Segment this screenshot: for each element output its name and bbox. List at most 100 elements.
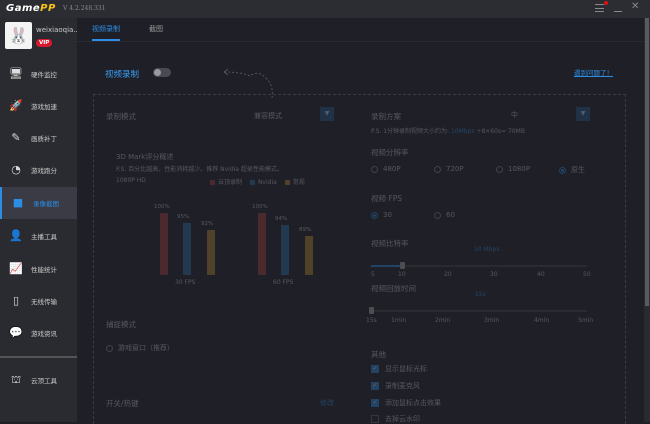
resolution-720p[interactable]: 720P bbox=[434, 165, 464, 173]
sidebar-item-streamer[interactable]: 👤 主播工具 bbox=[0, 220, 77, 252]
sidebar-item-stats[interactable]: 📈 性能统计 bbox=[0, 253, 77, 285]
option-record-mic[interactable]: ✓ 录制麦克风 bbox=[371, 381, 420, 391]
sidebar-item-label: 画质补丁 bbox=[31, 135, 57, 143]
help-link[interactable]: 遇到问题了！ bbox=[574, 69, 613, 77]
resolution-480p[interactable]: 480P bbox=[371, 165, 401, 173]
sidebar-item-label: 主播工具 bbox=[31, 233, 57, 241]
option-click-effect[interactable]: ✓ 添加鼠标点击效果 bbox=[371, 398, 441, 408]
news-icon: 💬 bbox=[9, 326, 23, 339]
option-label: 30 bbox=[383, 211, 392, 219]
capture-option[interactable]: 游戏窗口（推荐） bbox=[106, 343, 174, 353]
bitrate-slider[interactable] bbox=[371, 262, 587, 269]
sidebar-item-label: 云顶工具 bbox=[31, 377, 57, 385]
title-bar: GamePP V 4.2.248.331 ✕ bbox=[0, 0, 650, 18]
replay-value: 15s bbox=[475, 291, 486, 298]
radio-icon bbox=[434, 211, 441, 219]
chart-legend: 云顶录制 Nvidia 常规 bbox=[204, 177, 305, 186]
sidebar-item-hardware[interactable]: 🖥 硬件监控 bbox=[0, 58, 77, 90]
sidebar-item-patch[interactable]: ✎ 画质补丁 bbox=[0, 122, 77, 154]
record-mode-label: 录制模式 bbox=[106, 112, 136, 121]
replay-slider[interactable] bbox=[369, 307, 587, 314]
radio-selected-icon bbox=[371, 211, 378, 219]
chart-bar bbox=[281, 225, 289, 275]
quality-select[interactable]: 中 bbox=[511, 111, 518, 119]
resolution-native[interactable]: 原生 bbox=[559, 165, 585, 175]
legend-label: Nvidia bbox=[257, 179, 277, 186]
chevron-down-icon[interactable]: ▼ bbox=[320, 107, 334, 121]
option-remove-watermark[interactable]: 去掉云水印 bbox=[371, 414, 420, 424]
chart-clipboard-icon: 📈 bbox=[9, 262, 23, 275]
bar-value-label: 95% bbox=[177, 214, 190, 221]
minimize-icon[interactable] bbox=[614, 11, 622, 12]
sidebar-item-news[interactable]: 💬 游戏资讯 bbox=[0, 317, 77, 349]
sidebar-divider bbox=[0, 356, 77, 358]
slider-tick-label: 2min bbox=[435, 317, 451, 324]
option-label: 720P bbox=[446, 165, 464, 173]
sidebar-item-benchmark[interactable]: ◔ 游戏跑分 bbox=[0, 154, 77, 186]
slider-handle[interactable] bbox=[400, 262, 405, 269]
chart-bar bbox=[258, 213, 266, 275]
sidebar-item-recording[interactable]: ■ 录像截图 bbox=[0, 187, 77, 219]
option-show-cursor[interactable]: ✓ 显示鼠标光标 bbox=[371, 364, 427, 374]
option-label: 显示鼠标光标 bbox=[385, 365, 427, 373]
recording-toggle[interactable] bbox=[153, 68, 171, 77]
sidebar-item-cloud-tools[interactable]: ⛫ 云顶工具 bbox=[0, 364, 77, 396]
scrollbar-thumb[interactable] bbox=[645, 18, 649, 306]
hint-arrow-icon bbox=[223, 68, 273, 98]
quality-label: 录制方案 bbox=[371, 112, 401, 121]
tab-screenshot[interactable]: 截图 bbox=[149, 25, 163, 33]
avatar[interactable]: 🐰 bbox=[5, 22, 32, 49]
bar-value-label: 89% bbox=[299, 226, 312, 233]
fps-30[interactable]: 30 bbox=[371, 211, 392, 219]
paint-icon: ✎ bbox=[11, 131, 21, 144]
scrollbar[interactable] bbox=[644, 18, 650, 422]
fps-label: 视频 FPS bbox=[371, 194, 402, 203]
radio-icon bbox=[496, 165, 503, 173]
bar-value-label: 100% bbox=[252, 204, 268, 210]
checkbox-checked-icon[interactable]: ✓ bbox=[371, 365, 379, 373]
option-label: 录制麦克风 bbox=[385, 382, 420, 390]
record-mode-select[interactable]: 兼容模式 bbox=[254, 112, 282, 120]
chart-bar bbox=[160, 213, 168, 275]
legend-swatch bbox=[210, 180, 215, 185]
resolution-1080p[interactable]: 1080P bbox=[496, 165, 530, 173]
slider-tick-label: 3min bbox=[484, 317, 500, 324]
app-version: V 4.2.248.331 bbox=[63, 5, 106, 12]
slider-tick-label: 10 bbox=[398, 271, 406, 278]
fps-60[interactable]: 60 bbox=[434, 211, 455, 219]
slider-handle[interactable] bbox=[369, 307, 374, 314]
replay-label: 视频回放时间 bbox=[371, 284, 416, 293]
radio-icon bbox=[434, 165, 441, 173]
hotkey-edit-link[interactable]: 修改 bbox=[320, 399, 334, 407]
slider-tick-label: 40 bbox=[537, 271, 545, 278]
checkbox-checked-icon[interactable]: ✓ bbox=[371, 399, 379, 407]
settings-panel: 录制模式 兼容模式 ▼ 3D Mark评分概述 P.S. 百分比越高，性能消耗越… bbox=[93, 94, 626, 424]
benchmark-resolution: 1080P HD bbox=[116, 177, 146, 184]
legend-label: 云顶录制 bbox=[218, 179, 243, 186]
app-logo: GamePP bbox=[6, 3, 56, 14]
sidebar-item-wireless[interactable]: ▯ 无线传输 bbox=[0, 285, 77, 317]
tab-bar: 视频录制 截图 bbox=[77, 18, 643, 42]
tab-video-recording[interactable]: 视频录制 bbox=[92, 24, 120, 41]
sidebar-item-boost[interactable]: 🚀 游戏加速 bbox=[0, 90, 77, 122]
sidebar-item-label: 游戏资讯 bbox=[31, 330, 57, 338]
chevron-down-icon[interactable]: ▼ bbox=[576, 107, 590, 121]
sidebar-item-label: 游戏加速 bbox=[31, 103, 57, 111]
recording-label: 视频录制 bbox=[105, 70, 140, 80]
note-bitrate: 10Mbps bbox=[450, 128, 475, 135]
radio-icon bbox=[106, 344, 113, 352]
bitrate-value: 10 Mbps bbox=[474, 246, 500, 253]
option-label: 添加鼠标点击效果 bbox=[385, 399, 441, 407]
slider-tick-label: 20 bbox=[444, 271, 452, 278]
username: weixiaoqia.. bbox=[36, 26, 78, 34]
chart-bar bbox=[207, 229, 215, 275]
speedometer-icon: ◔ bbox=[11, 163, 21, 176]
capture-option-label: 游戏窗口（推荐） bbox=[118, 344, 174, 352]
close-icon[interactable]: ✕ bbox=[631, 1, 640, 12]
sidebar-item-label: 硬件监控 bbox=[31, 71, 57, 79]
sidebar: 🐰 weixiaoqia.. VIP 🖥 硬件监控 🚀 游戏加速 ✎ 画质补丁 ◔ 游戏… bbox=[0, 18, 78, 422]
menu-icon[interactable] bbox=[595, 1, 608, 12]
capture-mode-label: 捕捉模式 bbox=[106, 320, 136, 329]
checkbox-checked-icon[interactable]: ✓ bbox=[371, 382, 379, 390]
sidebar-item-label: 性能统计 bbox=[31, 266, 57, 274]
